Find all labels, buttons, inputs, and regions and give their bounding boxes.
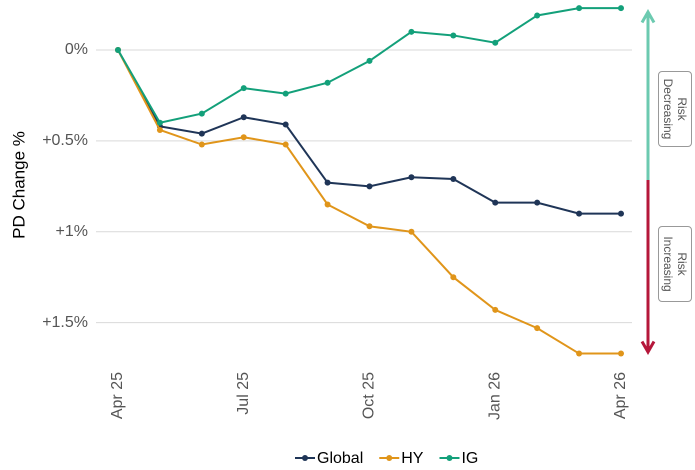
point bbox=[282, 90, 289, 97]
point bbox=[282, 141, 289, 148]
point bbox=[450, 274, 457, 281]
y-axis-label: PD Change % bbox=[9, 131, 28, 239]
point bbox=[576, 210, 583, 217]
point bbox=[156, 126, 163, 133]
y-tick-label: +1% bbox=[56, 223, 88, 240]
y-tick-label: +1.5% bbox=[42, 314, 88, 331]
legend-marker bbox=[302, 455, 308, 461]
point bbox=[240, 134, 247, 141]
annotation: Risk Increasing bbox=[658, 226, 692, 302]
legend-label: IG bbox=[461, 450, 478, 467]
point bbox=[492, 199, 499, 206]
point bbox=[324, 179, 331, 186]
point bbox=[240, 85, 247, 92]
x-tick-label: Jan 26 bbox=[486, 372, 503, 420]
series-line bbox=[117, 49, 621, 355]
point bbox=[534, 12, 541, 19]
legend-label: Global bbox=[317, 450, 363, 467]
y-tick-label: 0% bbox=[65, 41, 88, 58]
y-tick-label: +0.5% bbox=[42, 132, 88, 149]
point bbox=[156, 119, 163, 126]
point bbox=[366, 223, 373, 230]
legend-marker bbox=[446, 455, 453, 461]
point bbox=[492, 39, 499, 46]
point bbox=[366, 183, 373, 190]
point bbox=[534, 199, 541, 206]
point bbox=[240, 114, 247, 121]
x-tick-label: Apr 26 bbox=[612, 372, 629, 419]
point bbox=[366, 57, 373, 64]
legend-marker bbox=[386, 455, 393, 461]
point bbox=[618, 350, 624, 357]
point bbox=[198, 141, 205, 148]
point bbox=[576, 350, 583, 357]
x-tick-label: Apr 25 bbox=[109, 372, 126, 419]
point bbox=[324, 79, 331, 86]
point bbox=[198, 130, 205, 137]
point bbox=[450, 32, 457, 39]
point bbox=[115, 46, 121, 53]
x-tick-label: Jul 25 bbox=[235, 372, 252, 415]
point bbox=[198, 110, 205, 117]
point bbox=[618, 5, 624, 12]
point bbox=[534, 325, 541, 332]
point bbox=[492, 306, 499, 313]
point bbox=[450, 176, 457, 183]
x-tick-label: Oct 25 bbox=[361, 372, 378, 419]
series-line bbox=[117, 7, 621, 124]
point bbox=[408, 228, 415, 235]
annotation: Risk Decreasing bbox=[658, 71, 692, 147]
legend-label: HY bbox=[401, 450, 424, 467]
point bbox=[408, 28, 415, 35]
point bbox=[576, 5, 583, 12]
point bbox=[408, 174, 415, 181]
point bbox=[618, 210, 624, 217]
point bbox=[282, 121, 289, 128]
point bbox=[324, 201, 331, 208]
